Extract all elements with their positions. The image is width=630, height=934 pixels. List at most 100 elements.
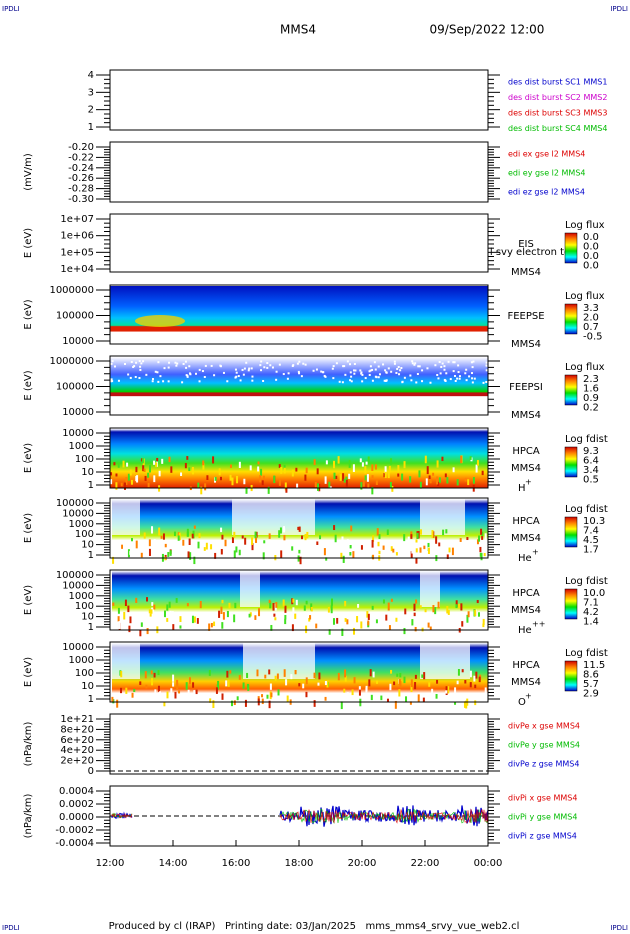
colorbar-label: 2.3 bbox=[583, 374, 599, 385]
y-tick-label: 1 bbox=[88, 480, 94, 491]
data-gap bbox=[243, 643, 315, 679]
species-charge: + bbox=[532, 548, 539, 557]
speckle bbox=[235, 375, 238, 378]
speckle bbox=[375, 376, 378, 379]
speckle bbox=[259, 364, 262, 367]
y-tick-label: 10000 bbox=[62, 336, 94, 347]
speckle bbox=[456, 680, 459, 685]
speckle bbox=[189, 552, 192, 560]
y-tick-label: -0.0004 bbox=[55, 838, 94, 849]
speckle bbox=[216, 684, 219, 690]
speckle bbox=[483, 553, 486, 557]
speckle bbox=[310, 628, 313, 637]
speckle bbox=[131, 692, 134, 698]
speckle bbox=[340, 552, 343, 560]
speckle bbox=[283, 467, 286, 474]
speckle bbox=[142, 360, 145, 363]
speckle bbox=[309, 615, 312, 620]
speckle bbox=[201, 370, 204, 373]
speckle bbox=[122, 460, 125, 468]
speckle bbox=[153, 460, 156, 465]
speckle bbox=[366, 474, 369, 482]
legend-entry: edi ex gse l2 MMS4 bbox=[508, 150, 585, 159]
speckle bbox=[350, 525, 353, 532]
speckle bbox=[371, 379, 374, 382]
speckle bbox=[167, 380, 170, 383]
data-gap bbox=[420, 643, 470, 679]
speckle bbox=[186, 375, 189, 378]
speckle bbox=[349, 552, 352, 556]
species-charge: ++ bbox=[532, 620, 545, 629]
colorbar-label: 0.7 bbox=[583, 322, 599, 333]
speckle bbox=[221, 534, 224, 540]
data-gap bbox=[232, 499, 315, 535]
speckle bbox=[174, 691, 177, 699]
speckle bbox=[330, 598, 333, 606]
speckle bbox=[268, 599, 271, 604]
speckle bbox=[136, 475, 139, 483]
speckle bbox=[130, 537, 133, 542]
x-tick-label: 18:00 bbox=[285, 858, 314, 869]
speckle bbox=[485, 380, 488, 383]
speckle bbox=[141, 458, 144, 464]
speckle bbox=[414, 674, 417, 679]
speckle bbox=[214, 552, 217, 559]
speckle bbox=[264, 674, 267, 679]
legend-entry: divPi x gse MMS4 bbox=[508, 794, 577, 803]
speckle bbox=[295, 467, 298, 472]
speckle bbox=[224, 539, 227, 547]
speckle bbox=[173, 531, 176, 536]
speckle bbox=[312, 369, 315, 372]
speckle bbox=[244, 626, 247, 632]
speckle bbox=[204, 483, 207, 491]
speckle bbox=[361, 373, 364, 376]
species-charge: + bbox=[525, 478, 532, 487]
speckle bbox=[341, 615, 344, 622]
speckle bbox=[270, 692, 273, 698]
speckle bbox=[291, 469, 294, 477]
speckle bbox=[260, 360, 263, 363]
speckle bbox=[329, 486, 332, 491]
probe: MMS4 bbox=[511, 339, 541, 350]
panel-frame bbox=[109, 355, 489, 416]
speckle bbox=[346, 692, 349, 699]
speckle bbox=[484, 687, 487, 694]
data-gap bbox=[420, 499, 465, 535]
speckle bbox=[327, 606, 330, 613]
speckle bbox=[482, 618, 485, 625]
speckle bbox=[191, 466, 194, 475]
speckle bbox=[304, 474, 307, 481]
speckle bbox=[243, 478, 246, 485]
speckle bbox=[427, 622, 430, 628]
speckle bbox=[269, 683, 272, 690]
speckle bbox=[372, 535, 375, 542]
speckle bbox=[245, 361, 248, 364]
speckle bbox=[193, 556, 196, 565]
x-tick-label: 16:00 bbox=[222, 858, 251, 869]
data-gap bbox=[112, 643, 140, 679]
speckle bbox=[272, 602, 275, 611]
colorbar-label: 0.2 bbox=[583, 403, 599, 414]
speckle bbox=[144, 671, 147, 679]
speckle bbox=[438, 477, 441, 483]
speckle bbox=[434, 607, 437, 615]
corner-label: IPDLI bbox=[610, 924, 628, 932]
speckle bbox=[476, 539, 479, 545]
legend-entry: des dist burst SC3 MMS3 bbox=[508, 109, 607, 118]
y-tick-label: 3 bbox=[88, 87, 94, 98]
speckle bbox=[245, 487, 248, 494]
speckle bbox=[390, 458, 393, 465]
legend-entry: des dist burst SC4 MMS4 bbox=[508, 124, 607, 133]
speckle bbox=[302, 683, 305, 689]
speckle bbox=[254, 615, 257, 620]
y-tick-label: 1e+04 bbox=[60, 264, 94, 275]
speckle bbox=[138, 377, 141, 380]
speckle bbox=[471, 366, 474, 369]
speckle bbox=[204, 364, 207, 367]
speckle bbox=[338, 380, 341, 383]
speckle bbox=[413, 612, 416, 617]
speckle bbox=[282, 373, 285, 376]
speckle bbox=[235, 546, 238, 553]
speckle bbox=[378, 534, 381, 539]
speckle bbox=[466, 614, 469, 623]
